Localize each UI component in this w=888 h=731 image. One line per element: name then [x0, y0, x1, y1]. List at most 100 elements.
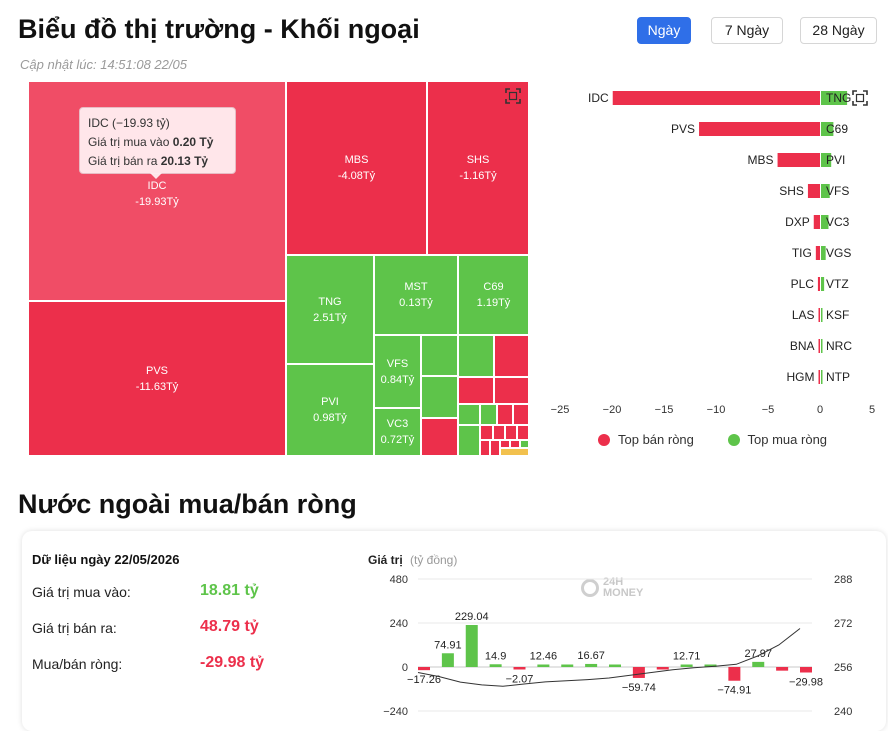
x-tick-label: −15: [655, 404, 674, 416]
net-value-bar: [418, 667, 430, 671]
sell-ticker-label: TIG: [792, 246, 812, 260]
buy-ticker-label: VTZ: [826, 277, 849, 291]
period-7-days-button[interactable]: 7 Ngày: [711, 17, 783, 44]
treemap-cell-mst[interactable]: MST 0.13Tỷ: [374, 255, 458, 335]
sell-bar: [699, 122, 820, 136]
net-value-bar: [632, 667, 645, 678]
bar-value-label: 12.71: [673, 651, 701, 663]
treemap-cell-tng[interactable]: TNG 2.51Tỷ: [286, 255, 374, 364]
net-value-bar: [752, 661, 765, 667]
net-value-chart: Giá trị (tỷ đồng) −240 0 240 480 240 256 272 288 −…: [368, 553, 852, 718]
treemap-cell-small[interactable]: [480, 425, 493, 440]
buy-bar: [821, 370, 823, 384]
period-day-button[interactable]: Ngày: [637, 17, 691, 44]
period-28-days-button[interactable]: 28 Ngày: [800, 17, 877, 44]
treemap-cell-small[interactable]: [458, 335, 494, 377]
net-value-bar: [537, 664, 550, 667]
treemap-cell-small[interactable]: [458, 425, 480, 456]
treemap-cell-c69[interactable]: C69 1.19Tỷ: [458, 255, 529, 335]
cell-ticker: MST: [404, 281, 428, 293]
cell-ticker: SHS: [466, 154, 490, 166]
net-value-bar: [489, 664, 502, 667]
cell-value: -19.93Tỷ: [135, 196, 179, 208]
sell-ticker-label: IDC: [588, 91, 609, 105]
sell-bar: [807, 184, 820, 198]
cell-value: 0.98Tỷ: [313, 412, 347, 424]
treemap-cell-small[interactable]: [458, 404, 480, 425]
net-value-bar: [609, 664, 621, 667]
sell-bar: [817, 277, 820, 291]
treemap-cell-small[interactable]: [490, 440, 500, 456]
y2-tick-label: 288: [834, 574, 852, 586]
legend-item-sell[interactable]: Top bán ròng: [598, 432, 694, 447]
treemap-cell-small[interactable]: [480, 440, 490, 456]
treemap-cell-small[interactable]: [513, 404, 529, 425]
watermark-line2: MONEY: [603, 587, 644, 599]
sell-ticker-label: SHS: [779, 184, 804, 198]
legend-item-buy[interactable]: Top mua ròng: [727, 432, 827, 447]
treemap-cell-shs[interactable]: SHS -1.16Tỷ: [427, 81, 529, 255]
cell-value: 0.72Tỷ: [380, 434, 415, 446]
net-value-bar: [704, 664, 717, 667]
chart-title: Giá trị: [368, 553, 403, 567]
treemap-cell-small[interactable]: [517, 425, 529, 440]
net-value-bar: [441, 653, 454, 667]
treemap-cell-small[interactable]: [493, 425, 505, 440]
treemap-cell-small[interactable]: [500, 440, 510, 448]
treemap-cell-small[interactable]: [520, 440, 529, 448]
page-title: Biểu đồ thị trường - Khối ngoại: [18, 14, 420, 44]
treemap-cell-pvs[interactable]: PVS -11.63Tỷ: [28, 301, 286, 456]
treemap-cell-small[interactable]: [458, 377, 494, 404]
net-value: -29.98 tỷ: [200, 654, 265, 671]
net-value-bar: [585, 663, 598, 667]
treemap-cell-small[interactable]: [505, 425, 517, 440]
watermark-logo: 24H MONEY: [581, 577, 643, 599]
legend-dot-buy: [727, 433, 740, 446]
treemap-cell-small[interactable]: [421, 376, 458, 418]
treemap-cell-small[interactable]: [510, 440, 520, 448]
data-date: Dữ liệu ngày 22/05/2026: [32, 552, 180, 567]
cell-ticker: IDC: [147, 180, 167, 192]
buy-ticker-label: C69: [826, 122, 848, 136]
treemap-cell-small[interactable]: [500, 448, 529, 456]
treemap-cell-mbs[interactable]: MBS -4.08Tỷ: [286, 81, 427, 255]
tooltip-buy-label: Giá trị mua vào: [88, 135, 170, 149]
treemap-cell-small[interactable]: [421, 335, 458, 376]
logo-icon: [581, 579, 599, 597]
sell-ticker-label: LAS: [792, 308, 815, 322]
net-value-bar: [656, 667, 669, 670]
x-tick-label: −20: [603, 404, 622, 416]
expand-icon[interactable]: [505, 88, 521, 104]
buy-ticker-label: NRC: [826, 339, 852, 353]
bar-value-label: 74.91: [434, 639, 462, 651]
treemap-cell-pvi[interactable]: PVI 0.98Tỷ: [286, 364, 374, 456]
treemap-cell-small[interactable]: [494, 335, 529, 377]
buy-value: 18.81 tỷ: [200, 582, 259, 599]
buy-ticker-label: NTP: [826, 370, 850, 384]
index-line: [417, 628, 801, 687]
sell-ticker-label: BNA: [790, 339, 815, 353]
sell-bar: [815, 246, 820, 260]
treemap-cell-small[interactable]: [494, 377, 529, 404]
cell-value: 0.84Tỷ: [380, 373, 415, 386]
expand-icon[interactable]: [852, 90, 868, 106]
buy-ticker-label: VFS: [826, 184, 849, 198]
treemap-cell-vfs[interactable]: VFS 0.84Tỷ: [374, 335, 421, 408]
treemap-cell-vc3[interactable]: VC3 0.72Tỷ: [374, 408, 421, 456]
tooltip-sell-value: 20.13 Tỷ: [160, 154, 209, 168]
sell-bar: [818, 339, 820, 353]
buy-ticker-label: TNG: [826, 91, 851, 105]
buy-bar: [821, 308, 823, 322]
treemap-cell-small[interactable]: [480, 404, 497, 425]
sell-bar: [818, 370, 820, 384]
x-tick-label: 5: [869, 404, 875, 416]
buy-bar: [821, 246, 826, 260]
y2-tick-label: 272: [834, 618, 852, 630]
bar-value-label: 16.67: [577, 650, 605, 662]
sell-bar: [777, 153, 820, 167]
buy-bar: [821, 184, 830, 198]
net-value-label: Mua/bán ròng:: [32, 656, 123, 672]
treemap-cell-small[interactable]: [421, 418, 458, 456]
treemap-cell-small[interactable]: [497, 404, 513, 425]
bar-value-label: −74.91: [717, 685, 751, 697]
